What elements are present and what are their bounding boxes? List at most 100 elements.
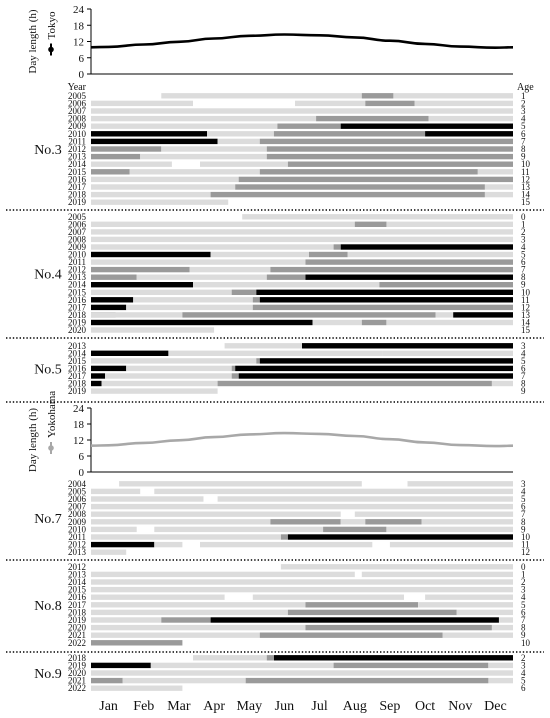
- year-label: 2017: [68, 371, 87, 381]
- phase-bar-dark: [91, 297, 134, 303]
- phase-bar-dark: [425, 131, 513, 137]
- age-label: 0: [521, 212, 526, 222]
- year-label: 2004: [68, 479, 87, 489]
- year-label: 2010: [68, 250, 87, 260]
- age-label: 7: [521, 265, 526, 275]
- phase-bar-light: [189, 266, 271, 273]
- daylength-series-line: [90, 33, 514, 50]
- year-label: 2019: [68, 197, 87, 207]
- age-label: 4: [521, 114, 526, 124]
- phase-bar-light: [154, 526, 324, 533]
- y-axis-label: Day length (h): [27, 408, 39, 472]
- daylength-series-line: [90, 431, 514, 448]
- phase-bar-mid: [91, 146, 162, 152]
- age-label: 9: [521, 280, 526, 290]
- age-label: 8: [521, 144, 526, 154]
- age-label: 2: [521, 577, 526, 587]
- y-tick-label: 18: [73, 20, 85, 32]
- phase-bar-light: [393, 93, 513, 99]
- phase-bar-light: [386, 319, 513, 326]
- age-label: 9: [521, 630, 526, 640]
- phase-bar-light: [418, 602, 513, 608]
- phase-bar-light: [347, 251, 513, 258]
- phase-bar-dark: [91, 662, 151, 669]
- month-label: Aug: [343, 699, 367, 714]
- age-label: 6: [521, 607, 526, 617]
- phase-bar-mid: [266, 274, 306, 280]
- phase-bar-light: [105, 373, 232, 379]
- y-tick-label: 24: [73, 4, 85, 16]
- age-label: 4: [521, 592, 526, 602]
- phase-bar-light: [129, 169, 260, 175]
- phase-bar-light: [91, 191, 211, 198]
- phase-bar-light: [91, 115, 317, 122]
- age-label: 10: [521, 159, 531, 169]
- phase-bar-mid: [252, 297, 260, 303]
- phase-bar-light: [217, 496, 513, 502]
- phase-bar-mid: [252, 304, 514, 311]
- age-label: 3: [521, 479, 526, 489]
- phase-bar-mid: [379, 282, 513, 288]
- age-label: 7: [521, 509, 526, 519]
- ylabel-group-yokohama-daylength: Day length (h): [27, 408, 39, 472]
- legend-label: Yokohama: [46, 391, 58, 438]
- phase-bar-mid: [316, 115, 429, 122]
- age-label: 6: [521, 257, 526, 267]
- phase-bar-mid: [305, 259, 513, 265]
- age-label: 11: [521, 540, 530, 550]
- year-label: 2017: [68, 182, 87, 192]
- phase-bar-light: [354, 511, 514, 517]
- y-tick-label: 18: [73, 419, 85, 431]
- year-label: 2014: [68, 348, 87, 358]
- age-label: 1: [521, 91, 526, 101]
- year-label: 2019: [68, 615, 87, 625]
- y-tick-label: 12: [73, 37, 84, 49]
- age-label: 8: [521, 272, 526, 282]
- phase-bar-light: [498, 617, 513, 623]
- age-label: 8: [521, 623, 526, 633]
- phase-bar-mid: [182, 312, 436, 318]
- phase-bar-light: [91, 549, 127, 555]
- phase-bar-light: [252, 594, 404, 600]
- month-label: Jun: [275, 699, 294, 714]
- age-label: 2: [521, 227, 526, 237]
- legend-yokohama-daylength: Yokohama: [46, 391, 58, 454]
- month-label: Dec: [484, 699, 507, 714]
- year-label: 2013: [68, 547, 87, 557]
- year-label: 2022: [68, 683, 86, 693]
- phase-bar-light: [91, 624, 306, 631]
- age-label: 9: [521, 386, 526, 396]
- phase-bar-light: [91, 259, 306, 265]
- phase-bar-light: [242, 214, 513, 220]
- year-label: 2005: [68, 486, 87, 496]
- phase-bar-light: [435, 312, 454, 318]
- phase-bar-mid: [259, 632, 443, 638]
- age-label: 5: [521, 494, 526, 504]
- age-label: 11: [521, 295, 530, 305]
- phase-bar-light: [91, 244, 334, 250]
- year-label: 2009: [68, 242, 87, 252]
- phase-bar-light: [421, 519, 513, 525]
- phase-bar-mid: [210, 191, 485, 198]
- age-label: 3: [521, 660, 526, 670]
- phase-bar-light: [91, 632, 260, 638]
- month-label: Mar: [167, 699, 191, 714]
- age-label: 13: [521, 310, 531, 320]
- phase-bar-dark: [238, 373, 513, 379]
- phase-bar-light: [382, 350, 513, 356]
- phase-bar-light: [428, 115, 513, 122]
- phase-bar-mid: [305, 624, 492, 631]
- phase-bar-dark: [287, 534, 513, 540]
- year-label: 2013: [68, 272, 87, 282]
- phase-bar-light: [389, 541, 513, 548]
- age-label: 10: [521, 532, 531, 542]
- phase-bar-dark: [91, 541, 155, 548]
- phase-bar-light: [193, 655, 267, 661]
- age-label: 7: [521, 371, 526, 381]
- phase-bar-dark: [259, 358, 513, 364]
- year-label: 2017: [68, 302, 87, 312]
- year-label: 2006: [68, 219, 87, 229]
- phase-bar-light: [425, 594, 513, 600]
- age-label: 6: [521, 502, 526, 512]
- year-label: 2021: [68, 676, 86, 686]
